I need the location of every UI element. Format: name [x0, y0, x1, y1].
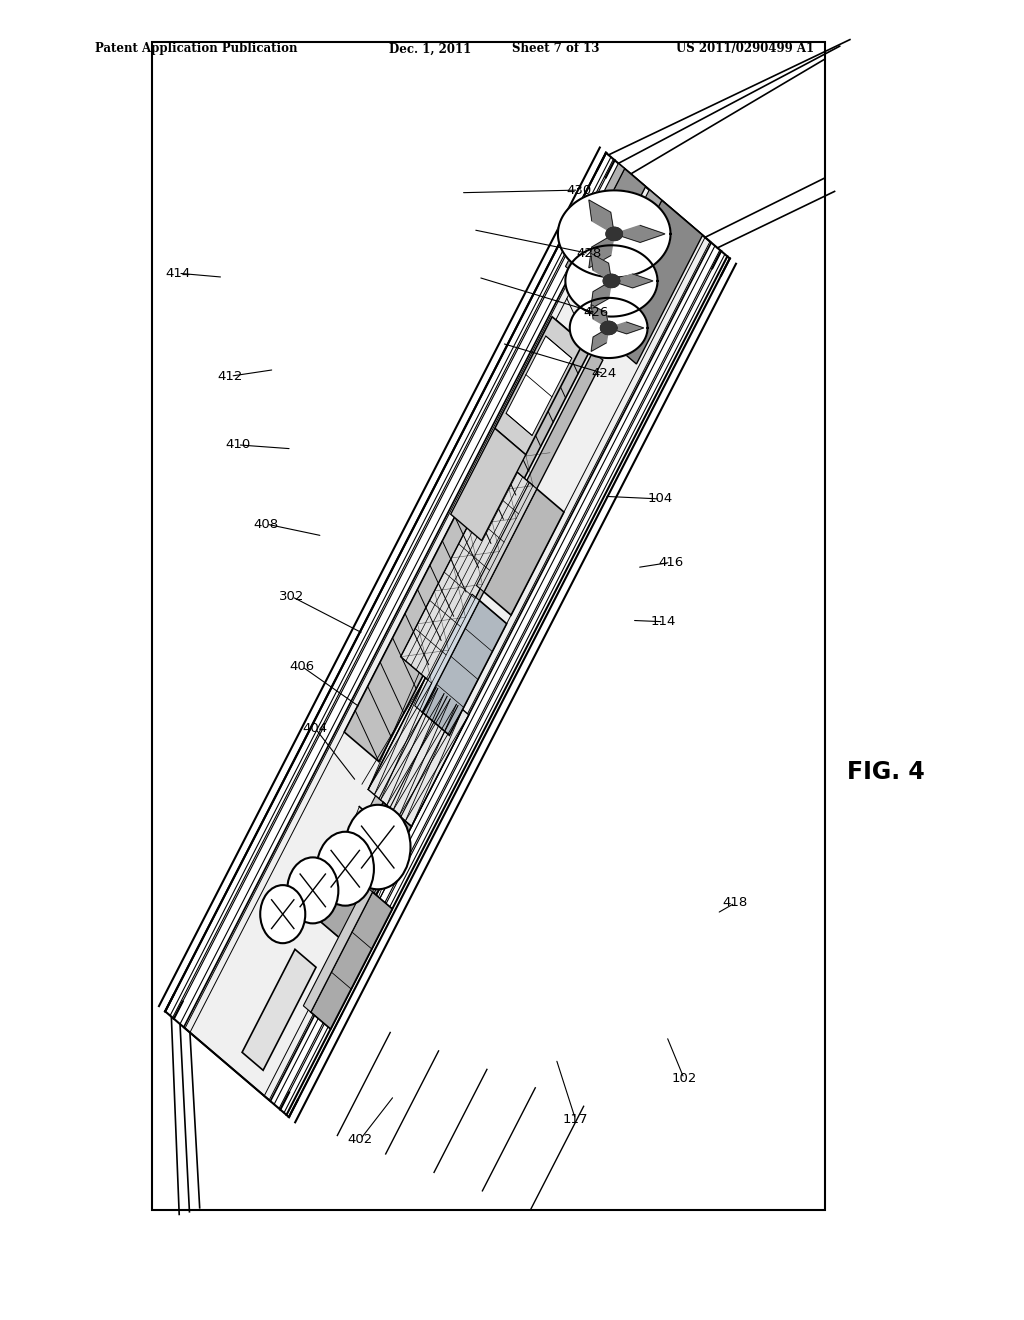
Polygon shape	[422, 601, 507, 735]
Circle shape	[287, 858, 338, 924]
Polygon shape	[565, 164, 625, 272]
Polygon shape	[303, 886, 373, 1012]
Text: 104: 104	[648, 492, 673, 506]
Polygon shape	[322, 803, 412, 946]
Text: 424: 424	[592, 367, 616, 380]
Polygon shape	[611, 275, 653, 288]
Text: 402: 402	[348, 1133, 373, 1146]
Polygon shape	[591, 281, 611, 309]
Polygon shape	[603, 275, 620, 288]
Text: 426: 426	[584, 306, 608, 319]
Polygon shape	[571, 169, 645, 289]
Polygon shape	[400, 459, 534, 684]
Polygon shape	[608, 322, 644, 334]
Polygon shape	[591, 253, 611, 281]
Text: 416: 416	[658, 556, 683, 569]
Text: Dec. 1, 2011: Dec. 1, 2011	[389, 42, 471, 55]
Text: 117: 117	[563, 1113, 588, 1126]
Text: 410: 410	[225, 438, 250, 451]
Text: 414: 414	[166, 267, 190, 280]
Polygon shape	[614, 226, 665, 243]
Text: FIG. 4: FIG. 4	[847, 760, 925, 784]
Polygon shape	[558, 190, 671, 277]
Polygon shape	[596, 201, 702, 364]
Text: 430: 430	[566, 183, 591, 197]
Text: 102: 102	[672, 1072, 696, 1085]
Polygon shape	[310, 892, 392, 1030]
Bar	[152, 42, 825, 1210]
Text: US 2011/0290499 A1: US 2011/0290499 A1	[676, 42, 814, 55]
Text: 418: 418	[723, 896, 748, 909]
Circle shape	[260, 886, 305, 944]
Polygon shape	[242, 949, 316, 1071]
Text: 302: 302	[280, 590, 304, 603]
Polygon shape	[506, 337, 571, 436]
Polygon shape	[415, 594, 479, 711]
Circle shape	[316, 832, 374, 906]
Text: 428: 428	[577, 247, 601, 260]
Polygon shape	[484, 488, 564, 615]
Text: 114: 114	[651, 615, 676, 628]
Circle shape	[345, 805, 411, 890]
Polygon shape	[313, 796, 383, 923]
Polygon shape	[369, 678, 469, 826]
Text: Sheet 7 of 13: Sheet 7 of 13	[512, 42, 599, 55]
Polygon shape	[476, 483, 537, 591]
Polygon shape	[381, 351, 603, 772]
Polygon shape	[591, 305, 608, 327]
Polygon shape	[565, 246, 657, 317]
Polygon shape	[591, 327, 608, 351]
Polygon shape	[589, 199, 614, 234]
Polygon shape	[495, 317, 583, 455]
Polygon shape	[569, 298, 647, 358]
Text: 406: 406	[290, 660, 314, 673]
Polygon shape	[183, 169, 712, 1101]
Polygon shape	[584, 190, 662, 329]
Polygon shape	[589, 234, 614, 268]
Text: 408: 408	[254, 517, 279, 531]
Polygon shape	[606, 227, 623, 240]
Polygon shape	[600, 321, 616, 334]
Polygon shape	[344, 319, 591, 762]
Text: 404: 404	[303, 722, 328, 735]
Text: 412: 412	[218, 370, 243, 383]
Polygon shape	[451, 429, 525, 541]
Text: Patent Application Publication: Patent Application Publication	[95, 42, 298, 55]
